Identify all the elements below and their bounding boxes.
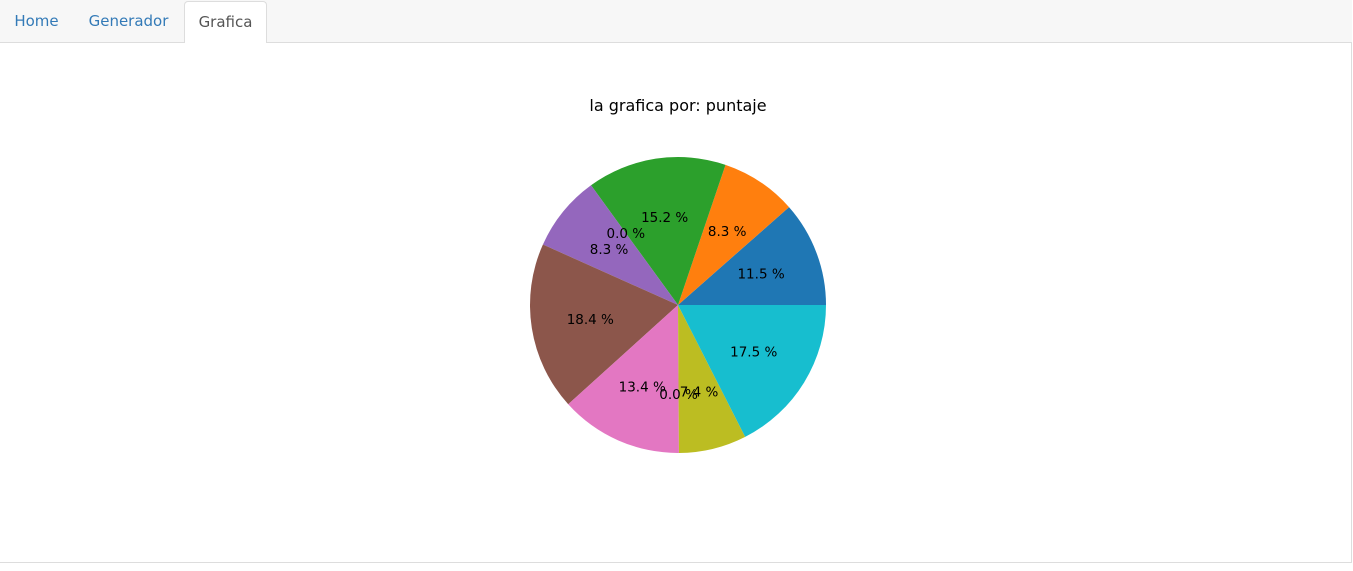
- pie-labels: 11.5 %8.3 %15.2 %0.0 %8.3 %18.4 %13.4 %0…: [567, 210, 785, 403]
- slice-percent-label: 8.3 %: [708, 224, 747, 240]
- slice-percent-label: 11.5 %: [737, 267, 784, 283]
- pie-slices: [529, 157, 826, 454]
- chart-title: la grafica por: puntaje: [589, 96, 766, 115]
- pie-slice: [678, 164, 790, 305]
- pie-slice: [568, 305, 679, 454]
- pie-slice: [542, 185, 678, 305]
- slice-percent-label: 17.5 %: [730, 344, 777, 360]
- slice-percent-label: 7.4 %: [680, 384, 719, 400]
- chart-panel: la grafica por: puntaje 11.5 % 8.3 % 15.2 …: [0, 43, 1352, 563]
- pie-slice: [678, 207, 826, 305]
- tab-grafica[interactable]: Grafica: [184, 1, 267, 44]
- pie-chart: la grafica por: puntaje 11.5 % 8.3 % 15.2 …: [529, 96, 826, 454]
- slice-percent-label: 8.3 %: [590, 242, 629, 258]
- slice-percent-label: 18.4 %: [567, 312, 614, 328]
- pie-slice: [678, 305, 826, 437]
- slice-percent-label: 15.2 %: [641, 210, 688, 226]
- pie-slice: [591, 157, 726, 305]
- tab-bar: Home Generador Grafica: [0, 0, 1352, 44]
- pie-slice: [678, 305, 746, 453]
- tab-home[interactable]: Home: [14, 12, 59, 30]
- pie-slice: [529, 244, 678, 405]
- tab-generador[interactable]: Generador: [88, 12, 169, 30]
- slice-percent-label: 0.0 %: [607, 226, 646, 242]
- slice-percent-label: 0.0 %: [659, 387, 698, 403]
- slice-percent-label: 13.4 %: [619, 379, 666, 395]
